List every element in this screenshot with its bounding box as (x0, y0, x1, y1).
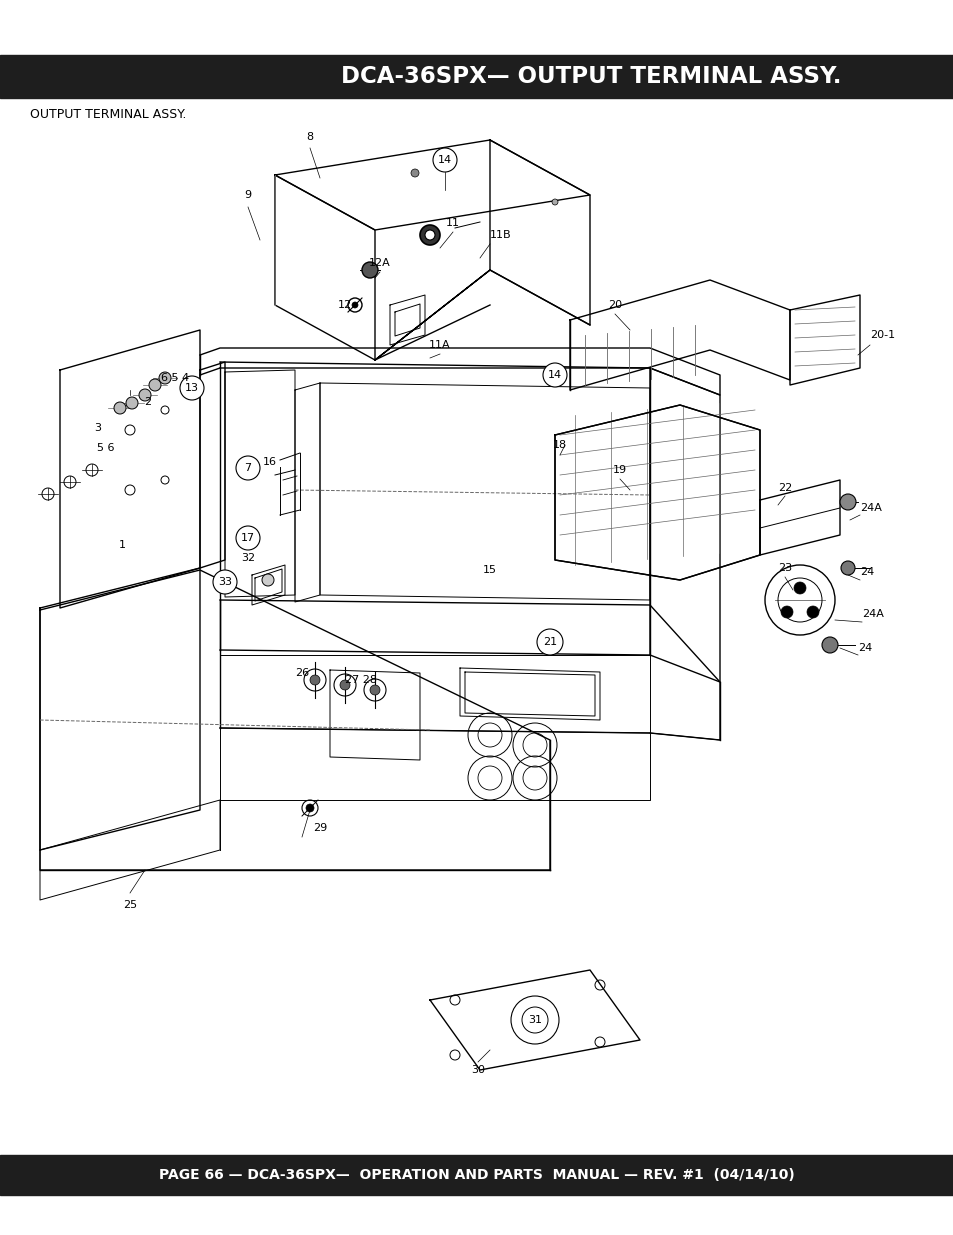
Text: 5 6: 5 6 (97, 443, 114, 453)
Text: 32: 32 (241, 553, 254, 563)
Circle shape (235, 526, 260, 550)
Text: 3: 3 (94, 424, 101, 433)
Text: 17: 17 (241, 534, 254, 543)
Text: 13: 13 (185, 383, 199, 393)
Text: PAGE 66 — DCA-36SPX—  OPERATION AND PARTS  MANUAL — REV. #1  (04/14/10): PAGE 66 — DCA-36SPX— OPERATION AND PARTS… (159, 1168, 794, 1182)
Text: 6 5 4: 6 5 4 (161, 373, 189, 383)
Text: 14: 14 (437, 156, 452, 165)
Circle shape (542, 363, 566, 387)
Text: 11: 11 (446, 219, 459, 228)
Circle shape (781, 606, 792, 618)
Text: 14: 14 (547, 370, 561, 380)
Text: 1: 1 (118, 540, 126, 550)
Text: 24A: 24A (862, 609, 882, 619)
Circle shape (821, 637, 837, 653)
Text: 12A: 12A (369, 258, 391, 268)
Text: 20: 20 (607, 300, 621, 310)
Circle shape (537, 629, 562, 655)
Text: 24: 24 (857, 643, 871, 653)
Text: 24A: 24A (859, 503, 881, 513)
Text: OUTPUT TERMINAL ASSY.: OUTPUT TERMINAL ASSY. (30, 107, 186, 121)
Text: 8: 8 (306, 132, 314, 142)
Bar (0, 56, 953, 98)
Circle shape (840, 494, 855, 510)
Text: 11A: 11A (429, 340, 451, 350)
Text: 29: 29 (313, 823, 327, 832)
Text: 23: 23 (777, 563, 791, 573)
Text: 19: 19 (612, 466, 626, 475)
Text: 22: 22 (777, 483, 791, 493)
Text: 30: 30 (471, 1065, 484, 1074)
Text: DCA-36SPX— OUTPUT TERMINAL ASSY.: DCA-36SPX— OUTPUT TERMINAL ASSY. (341, 65, 841, 88)
Text: 27 28: 27 28 (345, 676, 376, 685)
Bar (0, 1155, 953, 1195)
Circle shape (806, 606, 818, 618)
Text: 11B: 11B (490, 230, 511, 240)
Text: 18: 18 (553, 440, 566, 450)
Text: 12: 12 (337, 300, 352, 310)
Circle shape (552, 199, 558, 205)
Circle shape (180, 375, 204, 400)
Text: 20-1: 20-1 (869, 330, 894, 340)
Text: 31: 31 (527, 1015, 541, 1025)
Text: 16: 16 (263, 457, 276, 467)
Text: 7: 7 (244, 463, 252, 473)
Circle shape (841, 561, 854, 576)
Circle shape (159, 372, 171, 384)
Text: 9: 9 (244, 190, 252, 200)
Text: 24: 24 (859, 567, 873, 577)
Circle shape (361, 262, 377, 278)
Circle shape (262, 574, 274, 585)
Circle shape (419, 225, 439, 245)
Circle shape (411, 169, 418, 177)
Circle shape (213, 571, 236, 594)
Circle shape (113, 403, 126, 414)
Circle shape (149, 379, 161, 391)
Text: 21: 21 (542, 637, 557, 647)
Text: 25: 25 (123, 900, 137, 910)
Circle shape (370, 685, 379, 695)
Text: 2: 2 (144, 396, 152, 408)
Circle shape (424, 230, 435, 240)
Circle shape (306, 804, 314, 811)
Circle shape (235, 456, 260, 480)
Text: 33: 33 (218, 577, 232, 587)
Circle shape (433, 148, 456, 172)
Text: 26: 26 (294, 668, 309, 678)
Circle shape (339, 680, 350, 690)
Circle shape (352, 303, 357, 308)
Circle shape (139, 389, 151, 401)
Circle shape (521, 1007, 547, 1032)
Circle shape (793, 582, 805, 594)
Circle shape (126, 396, 138, 409)
Text: 15: 15 (482, 564, 497, 576)
Circle shape (310, 676, 319, 685)
